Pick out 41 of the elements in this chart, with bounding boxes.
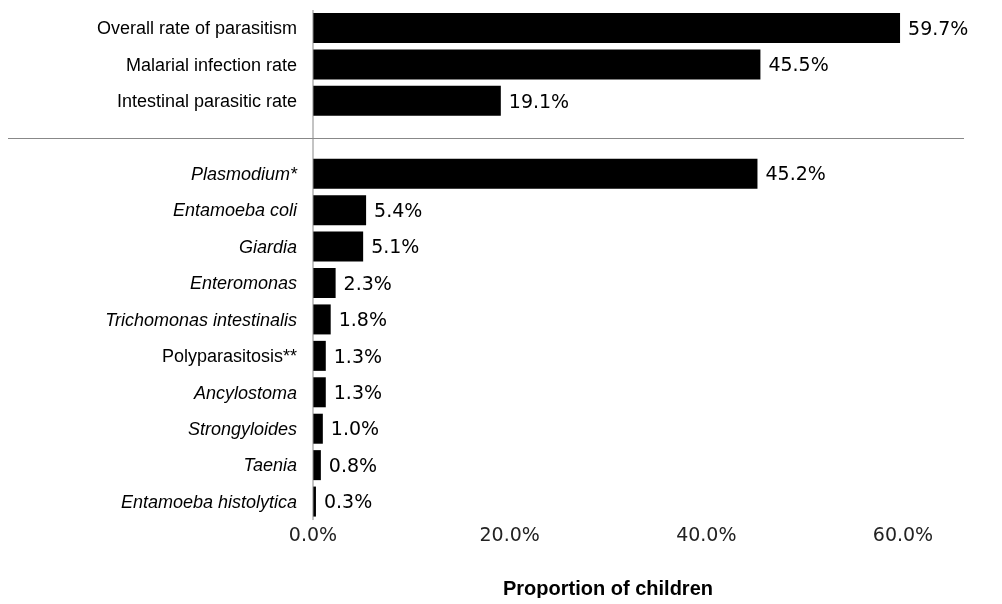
data-label: 45.5% — [768, 53, 829, 76]
bar — [313, 158, 758, 189]
bar — [313, 377, 326, 408]
data-label: 59.7% — [908, 16, 969, 39]
bar — [313, 49, 761, 80]
y-tick-label: Overall rate of parasitism — [96, 18, 297, 39]
data-label: 1.3% — [333, 344, 383, 367]
y-tick-label: Plasmodium* — [190, 163, 298, 184]
y-tick-label: Strongyloides — [187, 418, 297, 439]
data-label: 5.1% — [371, 235, 420, 258]
bar — [313, 231, 364, 262]
x-tick-label: 60.0% — [872, 523, 934, 546]
bar — [313, 268, 336, 298]
y-tick-label: Ancylostoma — [192, 382, 297, 403]
bar — [313, 85, 501, 116]
data-label: 45.2% — [765, 162, 826, 185]
data-label: 1.0% — [330, 417, 380, 440]
y-tick-label: Intestinal parasitic rate — [116, 91, 297, 112]
data-label: 2.3% — [343, 271, 392, 294]
bar — [313, 413, 323, 444]
data-label: 1.3% — [333, 381, 383, 404]
data-label: 5.4% — [374, 198, 423, 221]
x-tick-label: 0.0% — [288, 523, 338, 546]
x-tick-label: 20.0% — [479, 523, 540, 546]
y-tick-label: Giardia — [238, 236, 297, 257]
y-tick-label: Malarial infection rate — [125, 54, 297, 75]
x-tick-label: 40.0% — [676, 523, 737, 546]
data-label: 0.8% — [328, 453, 378, 476]
y-tick-label: Taenia — [243, 455, 297, 476]
bar — [313, 340, 326, 371]
data-label: 19.1% — [508, 89, 570, 112]
bar — [313, 13, 901, 43]
data-label: 1.8% — [338, 308, 387, 331]
y-tick-label: Enteromonas — [189, 273, 297, 294]
bar — [313, 304, 331, 335]
y-tick-label: Polyparasitosis** — [161, 346, 297, 367]
y-tick-label: Trichomonas intestinalis — [105, 309, 297, 330]
y-tick-label: Entamoeba coli — [172, 200, 298, 221]
data-label: 0.3% — [323, 490, 373, 513]
y-tick-label: Entamoeba histolytica — [120, 491, 297, 512]
bar — [313, 195, 367, 226]
